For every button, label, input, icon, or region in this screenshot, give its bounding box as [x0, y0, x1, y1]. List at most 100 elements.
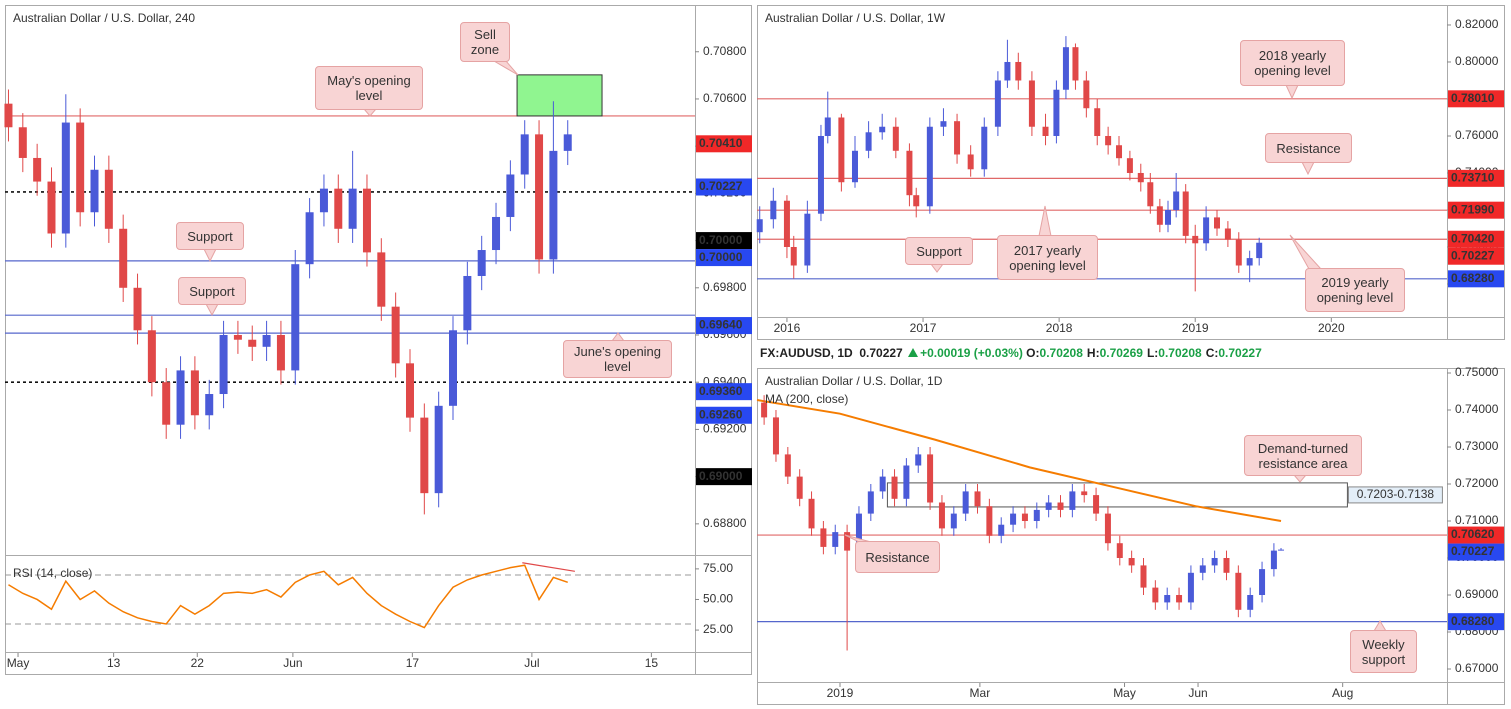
candle-body — [1081, 491, 1088, 496]
candle-body — [1187, 572, 1194, 603]
x-tick-label: 15 — [645, 656, 659, 670]
price-label-box — [1448, 247, 1504, 265]
candle-body — [865, 132, 872, 151]
candle-body — [119, 228, 128, 288]
candle-body — [1235, 239, 1242, 266]
candle-body — [808, 498, 815, 529]
field-label: H: — [1086, 346, 1100, 360]
candle-body — [1094, 108, 1101, 136]
candle-body — [147, 330, 156, 383]
x-tick-label: 2017 — [910, 321, 937, 335]
candle-body — [1105, 135, 1112, 146]
field-label: L: — [1146, 346, 1159, 360]
x-tick-label: 2019 — [1182, 321, 1209, 335]
candle-body — [1140, 565, 1147, 588]
x-tick-label: 2020 — [1318, 321, 1345, 335]
zone — [516, 74, 603, 117]
x-tick-label: 2016 — [774, 321, 801, 335]
field-label: O: — [1026, 346, 1040, 360]
candle-body — [756, 219, 763, 233]
chart-title: Australian Dollar / U.S. Dollar, 1W — [765, 11, 946, 25]
x-tick-label: 2019 — [827, 686, 854, 700]
price-label-box — [1448, 90, 1504, 108]
ohlc-fields: O:0.70208 H:0.70269 L:0.70208 C:0.70227 — [1026, 346, 1266, 360]
chart-title: Australian Dollar / U.S. Dollar, 1D — [765, 374, 943, 388]
moving-average — [756, 399, 1282, 522]
callout-pointer — [1292, 474, 1308, 483]
candle-body — [1004, 61, 1011, 81]
candle-body — [962, 491, 969, 514]
price-label: 0.69640 — [699, 318, 743, 332]
candle-body — [915, 454, 922, 466]
callout-pointer — [1289, 234, 1323, 270]
candle-body — [233, 335, 242, 340]
zone-label: 0.7203-0.7138 — [1357, 487, 1435, 501]
candle-body — [1010, 513, 1017, 525]
candle-body — [33, 157, 42, 182]
price-label-box — [696, 468, 752, 486]
quote-line: FX:AUDUSD, 1D 0.70227 +0.00019 (+0.03%) … — [760, 346, 1266, 360]
candle-body — [981, 126, 988, 170]
callout-pointer — [1285, 84, 1299, 100]
candle-body — [276, 335, 285, 371]
price-label-box — [1448, 270, 1504, 288]
candle-body — [362, 188, 371, 253]
candle-body — [838, 117, 845, 183]
candle-body — [405, 363, 414, 418]
y-tick-label: 0.80000 — [1455, 54, 1499, 68]
callout: Sell zone — [460, 22, 510, 62]
candle-body — [913, 195, 920, 207]
candle-body — [879, 476, 886, 492]
callout: Weekly support — [1350, 630, 1417, 673]
candle-body — [1165, 209, 1172, 225]
candle-body — [18, 127, 27, 158]
candle-body — [820, 528, 827, 547]
price-label: 0.78010 — [1451, 91, 1495, 105]
candle-body — [391, 306, 400, 364]
candle-body — [1053, 89, 1060, 136]
y-tick-label: 0.73000 — [1455, 439, 1499, 453]
price-label-box — [696, 317, 752, 335]
callout: June's opening level — [563, 340, 672, 378]
candle-body — [940, 121, 947, 127]
candle-body — [291, 264, 300, 371]
candle-body — [4, 103, 13, 128]
x-tick-label: Jul — [524, 656, 539, 670]
price-label-box — [1448, 613, 1504, 631]
rsi-line — [8, 564, 568, 629]
candle-body — [954, 121, 961, 155]
candle-body — [133, 287, 142, 331]
y-tick-label: 0.68800 — [703, 516, 747, 530]
candle-body — [1214, 217, 1220, 229]
price-label: 0.70227 — [1451, 544, 1495, 558]
candle-body — [1062, 47, 1069, 90]
candle-body — [1192, 235, 1199, 244]
price-label-box — [696, 249, 752, 267]
candle-body — [1083, 80, 1090, 109]
candle-body — [1173, 191, 1180, 210]
callout: 2019 yearly opening level — [1305, 268, 1405, 312]
y-tick-label: 0.70600 — [703, 91, 747, 105]
callout: Demand-turned resistance area — [1244, 435, 1362, 476]
candle-body — [784, 454, 791, 477]
candle-body — [1176, 595, 1183, 603]
candle-body — [47, 181, 56, 234]
candle-body — [770, 200, 777, 220]
candle-body — [1182, 191, 1189, 236]
candle-body — [334, 188, 343, 229]
candle-body — [1093, 495, 1100, 514]
price-label: 0.70420 — [1451, 231, 1495, 245]
x-tick-label: Aug — [1332, 686, 1353, 700]
y-tick-label: 0.75000 — [1455, 365, 1499, 379]
candle-body — [1156, 206, 1163, 225]
symbol: FX:AUDUSD, 1D — [760, 346, 853, 360]
candle-body — [477, 250, 486, 276]
candle-body — [305, 212, 314, 265]
candle-body — [892, 126, 899, 151]
x-tick-label: 17 — [406, 656, 420, 670]
candle-body — [162, 382, 171, 425]
candle-body — [790, 246, 797, 266]
candle-body — [1042, 126, 1049, 136]
candle-body — [772, 417, 779, 455]
callout: May's opening level — [315, 66, 423, 110]
